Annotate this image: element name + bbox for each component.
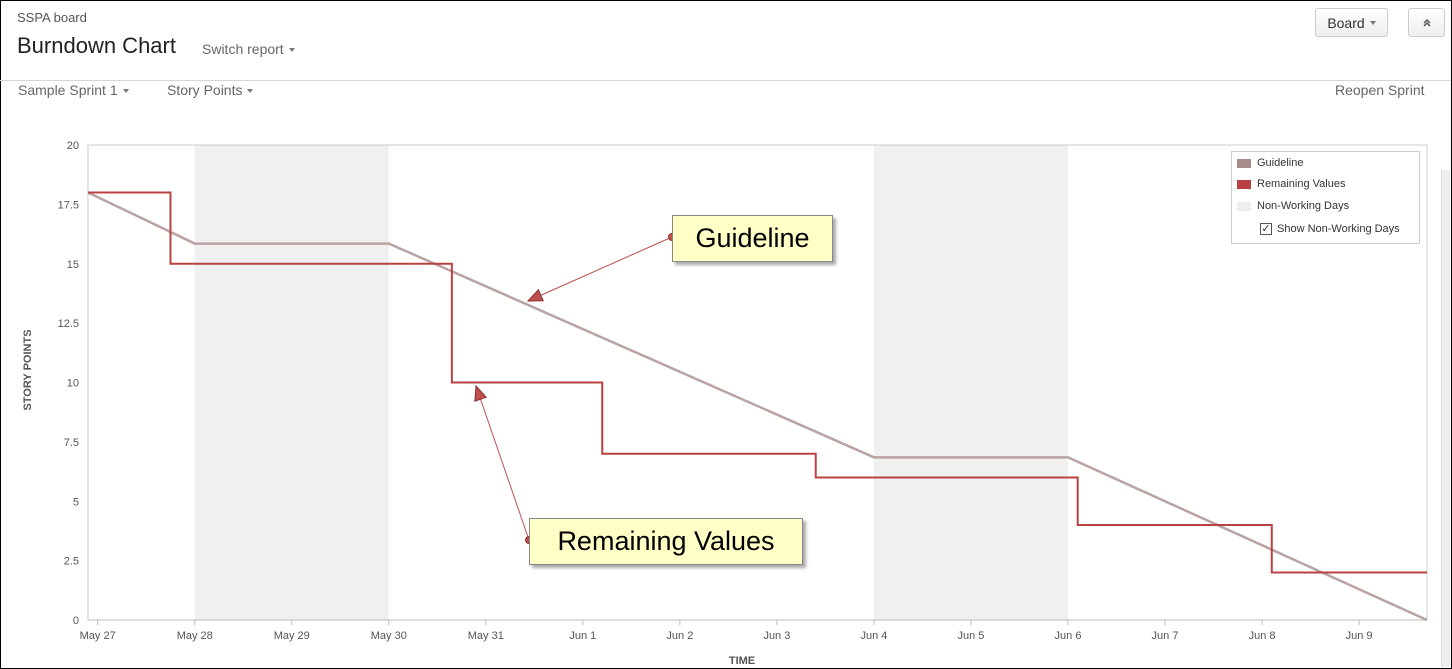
- legend-item-non-working[interactable]: Non-Working Days: [1237, 200, 1349, 212]
- y-tick-label: 12.5: [58, 318, 79, 330]
- legend-label-guideline: Guideline: [1257, 157, 1304, 169]
- caret-down-icon: [1369, 20, 1376, 25]
- reopen-sprint-link[interactable]: Reopen Sprint: [1335, 82, 1425, 98]
- chart-legend: Guideline Remaining Values Non-Working D…: [1231, 151, 1420, 244]
- x-tick-label: Jun 9: [1346, 630, 1373, 642]
- y-tick-label: 2.5: [64, 556, 79, 568]
- x-tick-label: Jun 4: [860, 630, 887, 642]
- x-tick-label: May 28: [177, 630, 213, 642]
- y-tick-label: 20: [67, 140, 79, 152]
- x-tick-label: Jun 6: [1055, 630, 1082, 642]
- show-non-working-toggle[interactable]: ✓ Show Non-Working Days: [1260, 223, 1400, 235]
- non-working-band-0: [194, 145, 389, 620]
- guideline-arrow-line: [527, 236, 673, 302]
- x-tick-label: May 27: [80, 630, 116, 642]
- y-tick-label: 10: [67, 378, 79, 390]
- remaining-values-line: [88, 191, 1427, 574]
- guideline-swatch: [1237, 158, 1251, 168]
- y-tick-label: 15: [67, 259, 79, 271]
- y-tick-label: 0: [73, 615, 79, 627]
- legend-label-remaining: Remaining Values: [1257, 178, 1346, 190]
- metric-select-label: Story Points: [167, 82, 243, 98]
- non-working-swatch: [1237, 201, 1251, 211]
- remaining-values-callout: Remaining Values: [529, 518, 803, 565]
- y-tick-label: 5: [73, 496, 79, 508]
- double-chevron-up-icon: [1422, 18, 1431, 27]
- legend-item-remaining[interactable]: Remaining Values: [1237, 178, 1345, 190]
- remaining-swatch: [1237, 179, 1251, 189]
- remaining-arrow-head: [474, 384, 488, 402]
- checkbox-checked-icon[interactable]: ✓: [1260, 223, 1272, 235]
- caret-down-icon: [247, 89, 254, 94]
- board-button-label: Board: [1327, 14, 1365, 31]
- caret-down-icon: [122, 89, 129, 94]
- y-axis-label: STORY POINTS: [22, 329, 34, 410]
- guideline-callout: Guideline: [672, 215, 833, 262]
- non-working-band-1: [873, 145, 1068, 620]
- remaining-arrow-line: [475, 385, 530, 541]
- y-tick-label: 17.5: [58, 199, 79, 211]
- x-tick-label: Jun 8: [1249, 630, 1276, 642]
- vertical-scrollbar[interactable]: [1441, 170, 1450, 667]
- x-axis-label: TIME: [729, 655, 755, 667]
- switch-report-dropdown[interactable]: Switch report: [202, 41, 295, 57]
- remaining-values-callout-text: Remaining Values: [557, 526, 775, 556]
- x-tick-label: Jun 5: [958, 630, 985, 642]
- caret-down-icon: [288, 48, 295, 53]
- legend-item-guideline[interactable]: Guideline: [1237, 157, 1303, 169]
- legend-label-non-working: Non-Working Days: [1257, 200, 1350, 212]
- x-tick-label: May 29: [274, 630, 310, 642]
- x-tick-label: Jun 2: [666, 630, 693, 642]
- show-non-working-label: Show Non-Working Days: [1277, 223, 1400, 235]
- page-title: Burndown Chart: [17, 33, 176, 58]
- x-tick-label: May 30: [371, 630, 407, 642]
- metric-select[interactable]: Story Points: [167, 82, 254, 98]
- y-tick-label: 7.5: [64, 437, 79, 449]
- guideline-callout-text: Guideline: [695, 223, 810, 253]
- x-tick-label: Jun 3: [763, 630, 790, 642]
- sprint-select-label: Sample Sprint 1: [18, 82, 118, 98]
- x-tick-label: Jun 1: [569, 630, 596, 642]
- board-button[interactable]: Board: [1315, 8, 1388, 37]
- collapse-header-button[interactable]: [1408, 8, 1445, 37]
- x-tick-label: May 31: [468, 630, 504, 642]
- switch-report-label: Switch report: [202, 41, 284, 57]
- guideline-line: [87, 191, 1428, 622]
- guideline-arrow-head: [526, 288, 544, 302]
- report-header: SSPA board Burndown Chart Switch report …: [0, 0, 1450, 81]
- x-tick-label: Jun 7: [1152, 630, 1179, 642]
- board-name[interactable]: SSPA board: [17, 10, 87, 25]
- sprint-select[interactable]: Sample Sprint 1: [18, 82, 129, 98]
